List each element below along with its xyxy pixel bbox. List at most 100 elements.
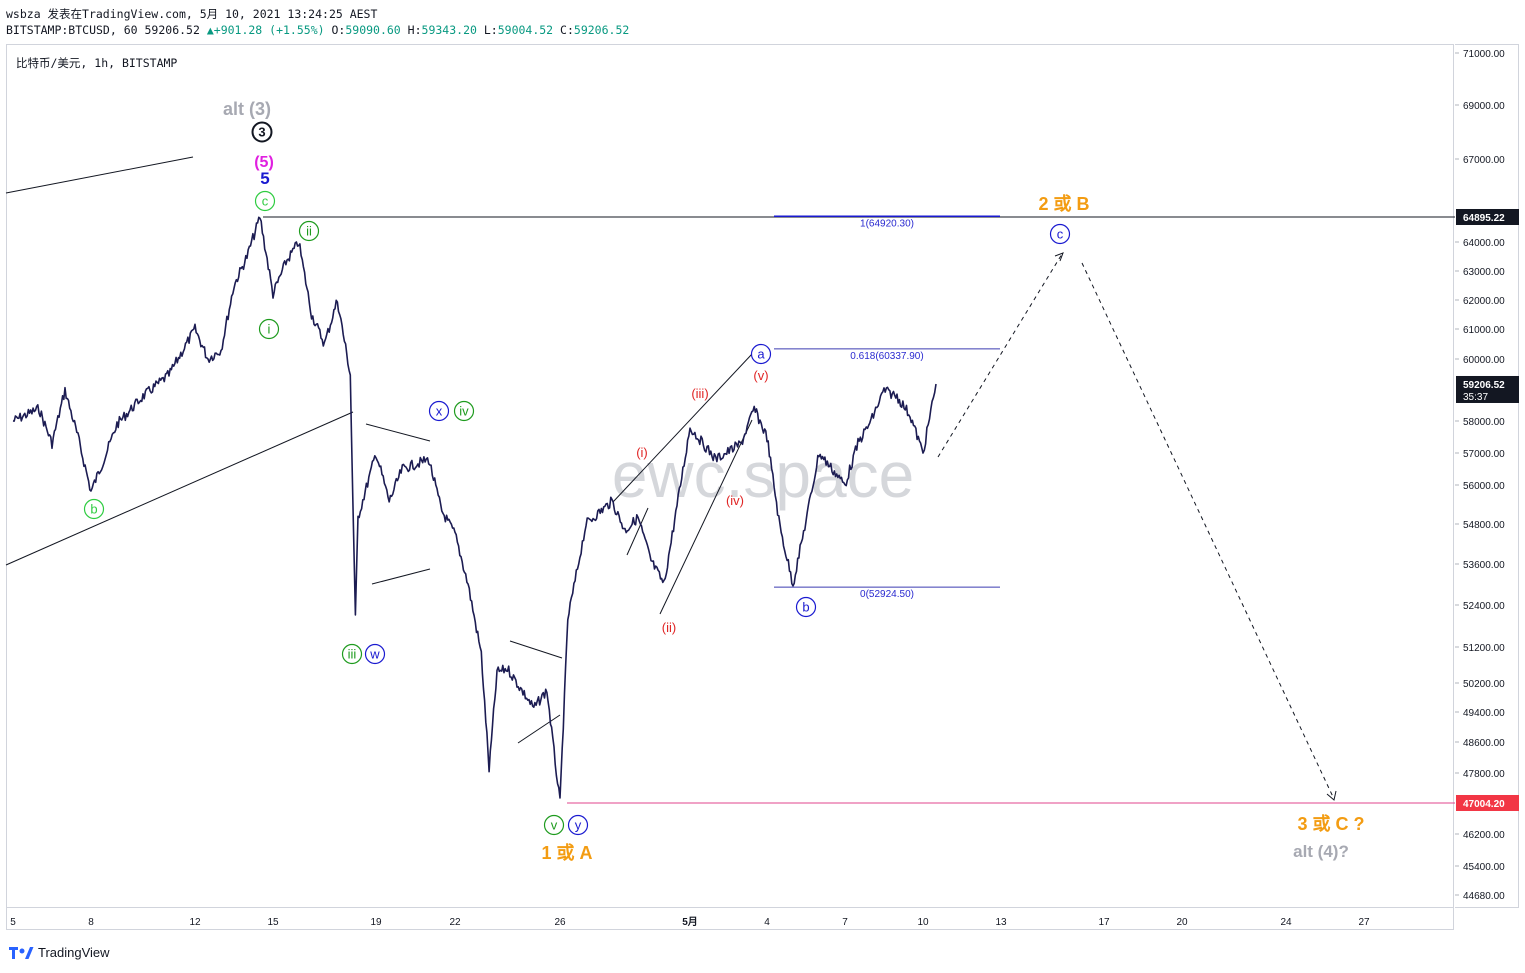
wave-red-iii: (iii) [691,386,708,401]
channel-small [626,507,649,556]
upper-trendline [5,156,194,194]
wave-c-green-circle [254,190,276,212]
chart-pane[interactable] [6,44,1454,908]
fib-level-label: 0(52924.50) [860,589,914,600]
price-tick-label: 49400.00 [1463,708,1505,719]
wave-b-green-label: b [90,502,97,517]
price-tick-label: 60000.00 [1463,355,1505,366]
publish-info: wsbza 发表在TradingView.com, 5月 10, 2021 13… [6,7,378,21]
time-tick-label: 7 [842,917,848,928]
wave-x-circle [428,400,450,422]
time-tick-label: 13 [995,917,1007,928]
price-tick-label: 50200.00 [1463,679,1505,690]
wave-w-label: w [369,647,380,662]
countdown-label: 35:37 [1463,392,1488,403]
tradingview-icon [9,947,34,959]
wave-c-blue-label: c [1057,227,1064,242]
close-label: C: [560,23,574,37]
high-label: H: [407,23,422,37]
time-tick-label: 5 [10,917,16,928]
wave-3-circle [251,121,273,143]
wave-y-label: y [575,818,582,833]
price-tick-label: 69000.00 [1463,101,1505,112]
time-tick-label: 20 [1176,917,1188,928]
price-tick-label: 57000.00 [1463,449,1505,460]
wave-1-or-a-label: 1 或 A [541,842,592,863]
close-value: 59206.52 [573,23,630,37]
high-value: 59343.20 [421,23,477,37]
price-tick-label: 71000.00 [1463,49,1505,60]
triangle-lower-1 [371,568,431,585]
wave-y-circle [567,814,589,836]
price-series-line [12,216,937,799]
last-price: 59206.52 [144,23,200,37]
alt3-label: alt (3) [223,99,271,119]
wave-c-green-label: c [262,194,269,209]
price-tick-label: 61000.00 [1463,325,1505,336]
price-tick-label: 52400.00 [1463,601,1505,612]
wave-w-circle [364,643,386,665]
time-tick-label: 17 [1098,917,1110,928]
time-tick-label: 5月 [682,916,698,928]
open-value: 59090.60 [345,23,401,37]
open-label: O: [331,23,346,37]
fib-level-label: 1(64920.30) [860,218,914,229]
triangle-upper-1 [365,423,431,442]
time-tick-label: 19 [370,917,382,928]
price-tick-label: 58000.00 [1463,417,1505,428]
wave-iv-circle [453,400,475,422]
price-tick-label: 51200.00 [1463,643,1505,654]
tradingview-brand: TradingView [38,944,110,960]
projection-up-line [937,253,1063,458]
wave-3-label: 3 [258,125,265,140]
wave-b-green-circle [83,498,105,520]
channel-lower [659,419,753,615]
triangle-lower-2 [517,714,561,744]
price-tick-label: 64000.00 [1463,238,1505,249]
time-tick-label: 15 [267,917,279,928]
projection-down-line [1081,262,1335,800]
wave-ii-circle [298,220,320,242]
wave-a-label: a [757,347,765,362]
tradingview-logo[interactable]: TradingView [8,944,110,960]
wave-3-or-c-label: 3 或 C ? [1297,813,1364,834]
wave-5-paren-label: (5) [254,154,274,171]
time-tick-label: 8 [88,917,94,928]
wave-i-circle [258,318,280,340]
channel-upper [612,353,753,503]
level-low-tag-label: 47004.20 [1463,799,1505,810]
wave-red-ii: (ii) [662,620,676,635]
wave-a-circle [750,343,772,365]
symbol-label: BITSTAMP:BTCUSD, 60 [6,23,138,37]
time-tick-label: 24 [1280,917,1292,928]
current-price-label: 59206.52 [1463,380,1505,391]
level-low-tag-bg [1456,794,1519,811]
price-tick-label: 54800.00 [1463,520,1505,531]
change-value: +901.28 (+1.55%) [213,23,325,37]
wave-b-blue-circle [795,596,817,618]
low-value: 59004.52 [497,23,554,37]
wave-2-or-b-label: 2 或 B [1038,193,1089,214]
ohlc-bar: BITSTAMP:BTCUSD, 60 59206.52 ▲+901.28 (+… [6,23,629,37]
price-tick-label: 53600.00 [1463,560,1505,571]
current-price-tag-bg [1456,375,1519,403]
time-tick-label: 22 [449,917,461,928]
time-tick-label: 4 [764,917,770,928]
wave-i-label: i [268,322,271,337]
wave-red-iv: (iv) [726,493,744,508]
price-tick-label: 56000.00 [1463,481,1505,492]
price-tick-label: 46200.00 [1463,830,1505,841]
price-tick-label: 67000.00 [1463,155,1505,166]
wave-iii-circle [341,643,363,665]
wave-red-i: (i) [636,445,648,460]
time-tick-label: 10 [917,917,929,928]
wave-b-blue-label: b [802,600,809,615]
wave-iv-label: iv [459,404,469,419]
up-arrow-icon: ▲ [206,23,214,37]
price-tick-label: 45400.00 [1463,862,1505,873]
time-axis[interactable] [6,908,1454,930]
watermark-text: ewc.space [612,439,914,511]
time-tick-label: 12 [189,917,201,928]
price-axis[interactable] [1455,44,1519,908]
